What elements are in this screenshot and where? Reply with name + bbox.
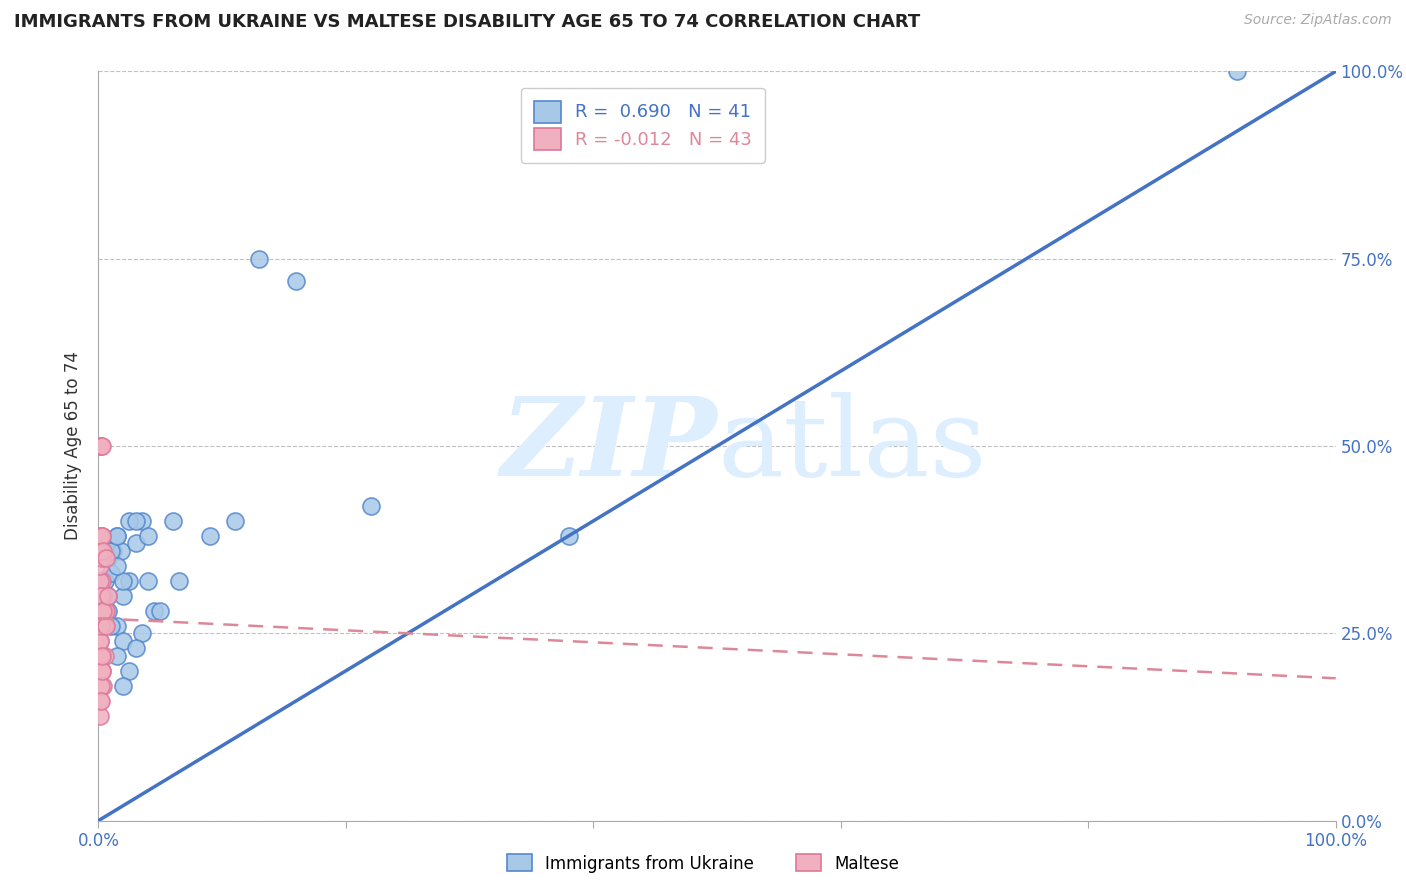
Point xyxy=(105,529,128,543)
Text: atlas: atlas xyxy=(717,392,987,500)
Point xyxy=(89,558,111,573)
Point xyxy=(93,648,115,663)
Point xyxy=(93,604,115,618)
Point xyxy=(91,529,114,543)
Point xyxy=(89,529,111,543)
Point xyxy=(91,604,114,618)
Point xyxy=(89,604,111,618)
Point xyxy=(93,604,115,618)
Point xyxy=(118,514,141,528)
Point xyxy=(90,544,112,558)
Point xyxy=(90,589,112,603)
Point xyxy=(100,619,122,633)
Point xyxy=(90,439,112,453)
Point xyxy=(93,544,115,558)
Point xyxy=(89,574,111,588)
Point xyxy=(91,648,114,663)
Point xyxy=(89,633,111,648)
Point xyxy=(90,589,112,603)
Point xyxy=(112,679,135,693)
Point xyxy=(149,604,172,618)
Point xyxy=(105,558,128,573)
Point xyxy=(93,604,115,618)
Point xyxy=(124,514,146,528)
Point xyxy=(93,574,115,588)
Point xyxy=(89,439,111,453)
Point xyxy=(105,529,128,543)
Point xyxy=(93,619,115,633)
Point xyxy=(94,604,117,618)
Point xyxy=(100,566,122,581)
Point xyxy=(91,664,114,678)
Point xyxy=(136,529,159,543)
Point xyxy=(100,544,122,558)
Point xyxy=(93,604,115,618)
Point xyxy=(94,551,117,566)
Point xyxy=(112,589,135,603)
Point xyxy=(93,679,115,693)
Point xyxy=(118,664,141,678)
Point xyxy=(557,529,579,543)
Point xyxy=(131,626,153,640)
Text: ZIP: ZIP xyxy=(501,392,717,500)
Point xyxy=(360,499,382,513)
Y-axis label: Disability Age 65 to 74: Disability Age 65 to 74 xyxy=(65,351,83,541)
Point xyxy=(136,574,159,588)
Point xyxy=(93,619,115,633)
Legend: Immigrants from Ukraine, Maltese: Immigrants from Ukraine, Maltese xyxy=(501,847,905,880)
Point xyxy=(93,589,115,603)
Point xyxy=(118,574,141,588)
Point xyxy=(1226,64,1249,78)
Point xyxy=(97,589,120,603)
Point xyxy=(131,514,153,528)
Point xyxy=(103,544,125,558)
Point xyxy=(91,604,114,618)
Point xyxy=(112,633,135,648)
Point xyxy=(90,529,112,543)
Point xyxy=(90,619,112,633)
Point xyxy=(143,604,166,618)
Point xyxy=(124,641,146,656)
Point xyxy=(224,514,246,528)
Point xyxy=(89,544,111,558)
Text: IMMIGRANTS FROM UKRAINE VS MALTESE DISABILITY AGE 65 TO 74 CORRELATION CHART: IMMIGRANTS FROM UKRAINE VS MALTESE DISAB… xyxy=(14,13,921,31)
Point xyxy=(91,574,114,588)
Point xyxy=(97,604,120,618)
Point xyxy=(89,708,111,723)
Legend: R =  0.690   N = 41, R = -0.012   N = 43: R = 0.690 N = 41, R = -0.012 N = 43 xyxy=(522,88,765,162)
Point xyxy=(90,694,112,708)
Point xyxy=(90,679,112,693)
Point xyxy=(162,514,184,528)
Point xyxy=(90,648,112,663)
Point xyxy=(124,536,146,550)
Point xyxy=(89,694,111,708)
Point xyxy=(97,551,120,566)
Point xyxy=(105,648,128,663)
Point xyxy=(167,574,190,588)
Point xyxy=(94,619,117,633)
Point xyxy=(247,252,270,266)
Point xyxy=(97,589,120,603)
Point xyxy=(91,439,114,453)
Point xyxy=(90,589,112,603)
Point xyxy=(112,574,135,588)
Text: Source: ZipAtlas.com: Source: ZipAtlas.com xyxy=(1244,13,1392,28)
Point xyxy=(91,664,114,678)
Point xyxy=(91,529,114,543)
Point xyxy=(90,619,112,633)
Point xyxy=(91,551,114,566)
Point xyxy=(285,274,308,288)
Point xyxy=(89,633,111,648)
Point xyxy=(105,619,128,633)
Point xyxy=(110,544,132,558)
Point xyxy=(198,529,221,543)
